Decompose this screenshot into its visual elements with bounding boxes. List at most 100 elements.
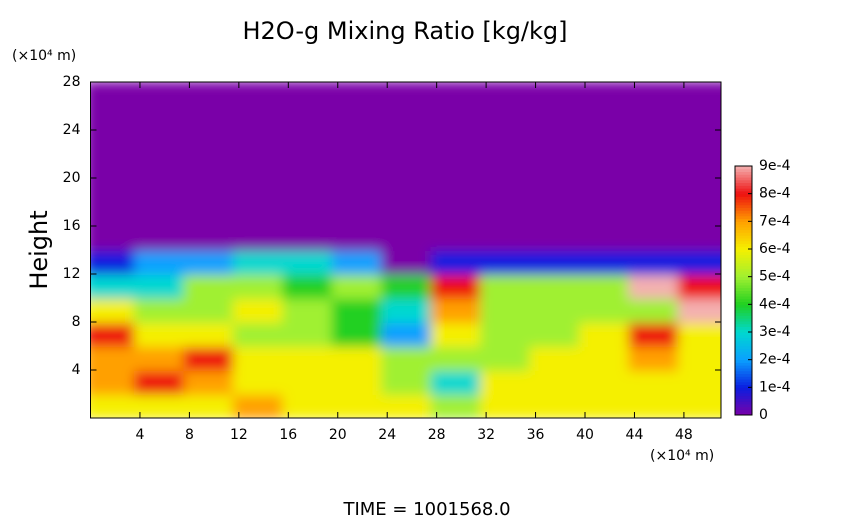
- colorbar-tick-label: 2e-4: [759, 352, 791, 368]
- colorbar-segment: [735, 320, 752, 325]
- colorbar-segment: [735, 226, 752, 231]
- x-tick-label: 4: [135, 427, 144, 443]
- colorbar-segment: [735, 271, 752, 275]
- cell: [677, 129, 721, 155]
- colorbar-segment: [735, 240, 752, 244]
- cells: [90, 82, 721, 418]
- colorbar-segment: [735, 251, 752, 256]
- cell: [677, 153, 721, 179]
- colorbar-segment: [735, 348, 752, 352]
- colorbar-segment: [735, 287, 752, 291]
- colorbar-segment: [735, 312, 752, 316]
- colorbar-segment: [735, 390, 752, 394]
- colorbar-segment: [735, 354, 752, 358]
- x-unit: (×10⁴ m): [650, 448, 714, 464]
- colorbar-segment: [735, 351, 752, 355]
- colorbar-tick-label: 7e-4: [759, 213, 791, 229]
- colorbar-segment: [735, 365, 752, 369]
- x-tick-label: 44: [626, 427, 644, 443]
- colorbar-segment: [735, 395, 752, 399]
- x-tick-label: 8: [185, 427, 194, 443]
- y-axis-label: Height: [25, 210, 53, 289]
- colorbar-segment: [735, 190, 752, 195]
- cell: [677, 249, 721, 275]
- colorbar-segment: [735, 381, 752, 386]
- colorbar-segment: [735, 343, 752, 347]
- y-tick-label: 16: [63, 218, 81, 234]
- x-tick-label: 28: [428, 427, 446, 443]
- colorbar-segment: [735, 171, 752, 175]
- colorbar-tick-label: 9e-4: [759, 158, 791, 174]
- colorbar-segment: [735, 290, 752, 294]
- colorbar-segment: [735, 318, 752, 322]
- colorbar-segment: [735, 401, 752, 405]
- colorbar-segment: [735, 359, 752, 363]
- colorbar-segment: [735, 273, 752, 278]
- colorbar-segment: [735, 166, 752, 170]
- cell: [677, 105, 721, 131]
- colorbar-segment: [735, 204, 752, 208]
- colorbar-segment: [735, 213, 752, 217]
- colorbar-segment: [735, 188, 752, 192]
- colorbar-segment: [735, 412, 752, 416]
- y-tick-label: 12: [63, 266, 81, 282]
- colorbar-segment: [735, 257, 752, 261]
- y-tick-label: 4: [72, 362, 81, 378]
- colorbar-segment: [735, 185, 752, 189]
- y-unit: (×10⁴ m): [12, 48, 76, 64]
- colorbar-segment: [735, 262, 752, 267]
- colorbar-segment: [735, 356, 752, 361]
- colorbar-segment: [735, 229, 752, 233]
- x-tick-label: 40: [576, 427, 594, 443]
- x-tick-label: 20: [329, 427, 347, 443]
- colorbar-segment: [735, 340, 752, 344]
- colorbar-tick-label: 8e-4: [759, 186, 791, 202]
- colorbar-segment: [735, 323, 752, 327]
- colorbar-segment: [735, 337, 752, 341]
- colorbar-segment: [735, 384, 752, 388]
- colorbar-segment: [735, 373, 752, 377]
- colorbar-segment: [735, 207, 752, 211]
- colorbar-tick-label: 4e-4: [759, 296, 791, 312]
- colorbar-frame: [734, 165, 753, 416]
- cell: [677, 321, 721, 347]
- colorbar-segment: [735, 332, 752, 336]
- x-tick-label: 32: [477, 427, 495, 443]
- colorbar-segment: [735, 246, 752, 250]
- colorbar-segment: [735, 168, 752, 173]
- x-tick-label: 36: [527, 427, 545, 443]
- colorbar-segment: [735, 403, 752, 408]
- colorbar-segment: [735, 279, 752, 283]
- colorbar-tick-label: 6e-4: [759, 241, 791, 257]
- colorbar-segment: [735, 199, 752, 203]
- colorbar-segment: [735, 249, 752, 253]
- colorbar-segment: [735, 268, 752, 272]
- chart-title: H2O-g Mixing Ratio [kg/kg]: [242, 17, 567, 45]
- colorbar-segment: [735, 326, 752, 330]
- cell: [677, 297, 721, 323]
- colorbar-segment: [735, 177, 752, 181]
- cell: [677, 273, 721, 299]
- cell: [677, 393, 721, 418]
- colorbar-tick-label: 0: [759, 407, 768, 423]
- colorbar-tick-label: 1e-4: [759, 379, 791, 395]
- x-tick-label: 48: [675, 427, 693, 443]
- colorbar-segment: [735, 379, 752, 383]
- colorbar-segment: [735, 362, 752, 366]
- cell: [677, 201, 721, 227]
- footer: TIME = 1001568.0: [342, 499, 510, 519]
- cell: [677, 177, 721, 203]
- colorbar-segment: [735, 307, 752, 311]
- colorbar-tick-label: 5e-4: [759, 269, 791, 285]
- cell: [677, 82, 721, 107]
- colorbar-segment: [735, 334, 752, 339]
- colorbar-segment: [735, 221, 752, 225]
- colorbar-segment: [735, 376, 752, 380]
- colorbar-segment: [735, 345, 752, 350]
- colorbar-segment: [735, 215, 752, 220]
- plot-frame: [90, 81, 722, 419]
- x-tick-label: 24: [378, 427, 396, 443]
- colorbar-segment: [735, 367, 752, 372]
- colorbar-segment: [735, 387, 752, 391]
